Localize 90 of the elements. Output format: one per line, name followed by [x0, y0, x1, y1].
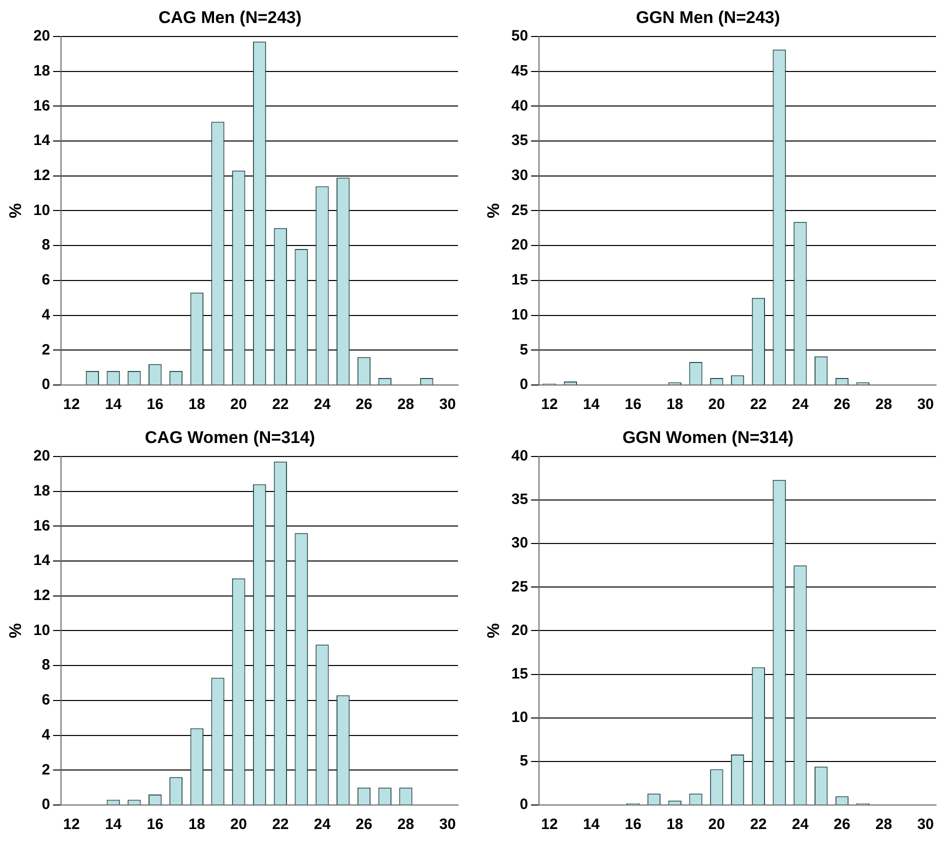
y-tick-label: 0: [42, 376, 50, 394]
y-axis-title: %: [484, 203, 503, 218]
y-tick-label: 4: [42, 306, 51, 324]
y-axis-title: %: [6, 203, 25, 218]
y-tick-label: 15: [511, 272, 528, 289]
x-tick-label: 16: [146, 396, 164, 414]
y-tick-label: 20: [33, 28, 50, 45]
x-tick-label: 14: [104, 396, 122, 414]
x-tick-label: 26: [356, 816, 372, 834]
y-tick-label: 2: [42, 761, 50, 778]
y-tick-label: 8: [42, 656, 50, 674]
x-tick-label: 26: [834, 396, 850, 414]
x-tick-label: 24: [792, 396, 810, 414]
x-tick-label: 16: [146, 816, 164, 834]
y-tick-label: 18: [33, 62, 50, 80]
y-tick-label: 10: [33, 202, 50, 219]
y-tick-label: 10: [511, 708, 528, 726]
y-tick-label: 5: [520, 341, 528, 358]
y-tick-label: 15: [511, 665, 528, 682]
y-tick-label: 16: [33, 517, 50, 534]
x-tick-label: 30: [439, 816, 456, 834]
y-tick-label: 2: [42, 341, 50, 358]
x-tick-label: 20: [230, 816, 247, 834]
y-tick-label: 8: [42, 236, 50, 254]
y-tick-label: 0: [42, 796, 50, 814]
x-tick-label: 12: [541, 396, 558, 414]
x-tick-label: 14: [104, 816, 122, 834]
y-tick-label: 4: [42, 726, 51, 744]
x-tick-label: 22: [272, 816, 289, 834]
x-tick-label: 30: [439, 396, 456, 414]
y-tick-label: 50: [511, 28, 528, 45]
y-tick-label: 6: [42, 692, 50, 709]
x-tick-label: 14: [582, 816, 600, 834]
x-tick-label: 26: [356, 396, 372, 414]
y-tick-label: 30: [511, 166, 528, 184]
y-tick-label: 25: [511, 578, 528, 596]
y-tick-label: 30: [511, 534, 528, 552]
y-tick-label: 35: [511, 132, 528, 150]
x-tick-label: 26: [834, 816, 850, 834]
x-tick-label: 12: [63, 396, 80, 414]
x-tick-label: 14: [582, 396, 600, 414]
y-tick-label: 0: [520, 796, 528, 814]
x-tick-label: 20: [708, 816, 725, 834]
y-tick-label: 14: [33, 132, 51, 150]
x-tick-label: 22: [750, 816, 767, 834]
x-tick-label: 28: [875, 396, 892, 414]
y-tick-label: 20: [33, 448, 50, 465]
x-tick-label: 28: [875, 816, 892, 834]
y-tick-label: 10: [33, 622, 50, 639]
x-tick-label: 18: [666, 396, 684, 414]
y-tick-label: 25: [511, 202, 528, 219]
y-tick-label: 6: [42, 272, 50, 289]
chart-title: GGN Men (N=243): [636, 8, 780, 27]
y-tick-label: 0: [520, 376, 528, 394]
y-tick-label: 40: [511, 97, 528, 114]
x-tick-label: 12: [63, 816, 80, 834]
y-tick-label: 10: [511, 306, 528, 324]
x-tick-label: 28: [397, 816, 414, 834]
x-tick-label: 24: [314, 396, 332, 414]
y-tick-label: 45: [511, 62, 528, 80]
y-tick-label: 5: [520, 752, 528, 770]
x-tick-label: 28: [397, 396, 414, 414]
x-tick-label: 16: [624, 816, 642, 834]
y-tick-label: 14: [33, 552, 51, 570]
chart-title: CAG Women (N=314): [144, 428, 316, 447]
x-tick-label: 24: [792, 816, 810, 834]
x-tick-label: 12: [541, 816, 558, 834]
x-tick-label: 18: [188, 816, 206, 834]
y-tick-label: 12: [33, 586, 50, 604]
x-tick-label: 18: [188, 396, 206, 414]
x-tick-label: 20: [708, 396, 725, 414]
y-tick-label: 20: [511, 236, 528, 254]
chart-title: CAG Men (N=243): [158, 8, 302, 27]
y-tick-label: 20: [511, 622, 528, 639]
x-tick-label: 20: [230, 396, 247, 414]
x-tick-label: 30: [917, 396, 934, 414]
y-axis-title: %: [484, 623, 503, 638]
y-tick-label: 35: [511, 491, 528, 508]
y-tick-label: 12: [33, 166, 50, 184]
y-tick-label: 18: [33, 482, 50, 500]
y-tick-label: 16: [33, 97, 50, 114]
x-tick-label: 16: [624, 396, 642, 414]
x-tick-label: 18: [666, 816, 684, 834]
x-tick-label: 24: [314, 816, 332, 834]
y-tick-label: 40: [511, 448, 528, 465]
y-axis-title: %: [6, 623, 25, 638]
chart-title: GGN Women (N=314): [622, 428, 794, 447]
x-tick-label: 22: [272, 396, 289, 414]
x-tick-label: 22: [750, 396, 767, 414]
x-tick-label: 30: [917, 816, 934, 834]
